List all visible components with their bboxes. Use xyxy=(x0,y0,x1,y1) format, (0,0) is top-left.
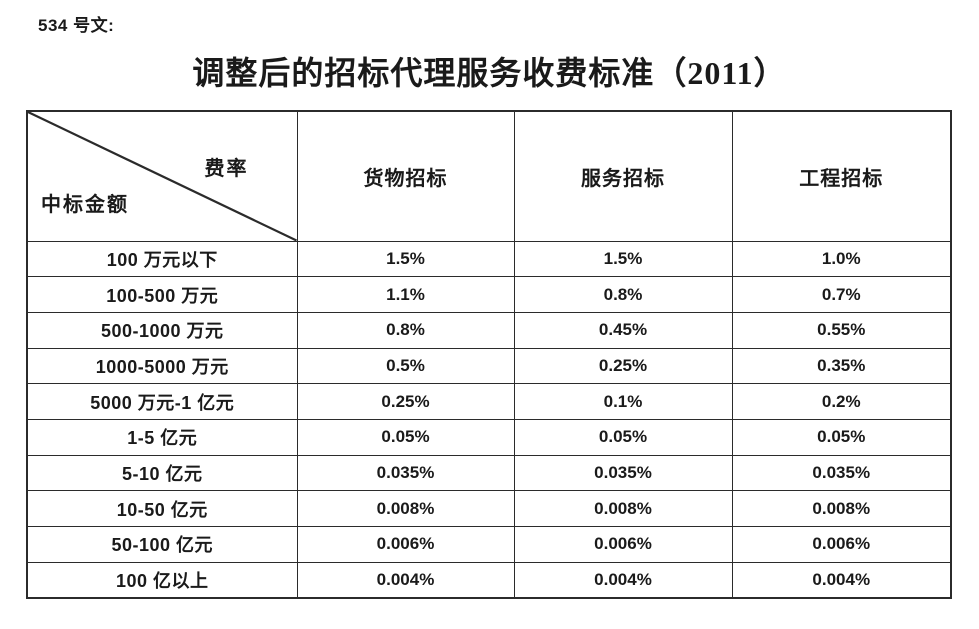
fee-cell: 0.35% xyxy=(731,347,952,385)
fee-cell: 0.05% xyxy=(731,418,952,456)
table-row: 5000 万元-1 亿元 0.25% 0.1% 0.2% xyxy=(26,383,952,420)
table-row: 50-100 亿元 0.006% 0.006% 0.006% xyxy=(26,526,952,563)
fee-cell: 0.008% xyxy=(296,490,515,527)
table-row: 5-10 亿元 0.035% 0.035% 0.035% xyxy=(26,454,952,492)
diagonal-divider-line xyxy=(28,112,296,240)
table-row: 500-1000 万元 0.8% 0.45% 0.55% xyxy=(26,311,952,349)
fee-cell: 0.05% xyxy=(296,418,515,456)
fee-table: 费率 中标金额 货物招标 服务招标 工程招标 100 万元以下 1.5% 1.5… xyxy=(26,110,952,599)
fee-table-body: 100 万元以下 1.5% 1.5% 1.0% 100-500 万元 1.1% … xyxy=(26,240,952,599)
fee-cell: 0.035% xyxy=(513,454,733,492)
fee-cell: 1.0% xyxy=(731,240,952,278)
table-row: 100 亿以上 0.004% 0.004% 0.004% xyxy=(26,561,952,599)
fee-cell: 0.035% xyxy=(296,454,515,492)
fee-cell: 0.008% xyxy=(731,490,952,527)
fee-cell: 0.05% xyxy=(513,418,733,456)
fee-cell: 0.006% xyxy=(296,526,515,563)
fee-cell: 0.7% xyxy=(731,276,952,313)
header-row: 费率 中标金额 货物招标 服务招标 工程招标 xyxy=(26,110,952,242)
column-header-services: 服务招标 xyxy=(513,110,733,242)
fee-cell: 0.5% xyxy=(296,347,515,385)
corner-header-cell: 费率 中标金额 xyxy=(26,110,298,242)
row-label: 50-100 亿元 xyxy=(26,526,298,563)
page-title: 调整后的招标代理服务收费标准（2011） xyxy=(192,55,787,91)
fee-cell: 0.004% xyxy=(731,561,952,599)
fee-cell: 0.25% xyxy=(296,383,515,420)
fee-cell: 0.8% xyxy=(513,276,733,313)
table-row: 100-500 万元 1.1% 0.8% 0.7% xyxy=(26,276,952,313)
fee-cell: 0.8% xyxy=(296,311,515,349)
table-row: 1000-5000 万元 0.5% 0.25% 0.35% xyxy=(26,347,952,385)
fee-table-header: 费率 中标金额 货物招标 服务招标 工程招标 xyxy=(26,110,952,242)
corner-label-amount: 中标金额 xyxy=(41,194,129,216)
table-row: 10-50 亿元 0.008% 0.008% 0.008% xyxy=(26,490,952,527)
row-label: 10-50 亿元 xyxy=(26,490,298,527)
corner-label-rate: 费率 xyxy=(204,158,249,180)
fee-cell: 0.004% xyxy=(513,561,733,599)
fee-cell: 0.25% xyxy=(513,347,733,385)
fee-cell: 0.2% xyxy=(731,383,952,420)
fee-cell: 0.006% xyxy=(513,526,733,563)
row-label: 1-5 亿元 xyxy=(26,418,298,456)
fee-cell: 0.035% xyxy=(731,454,952,492)
fee-cell: 1.1% xyxy=(296,276,515,313)
fee-cell: 0.004% xyxy=(296,561,515,599)
fee-cell: 0.45% xyxy=(513,311,733,349)
table-row: 1-5 亿元 0.05% 0.05% 0.05% xyxy=(26,418,952,456)
fee-cell: 0.006% xyxy=(731,526,952,563)
fee-cell: 0.008% xyxy=(513,490,733,527)
row-label: 100 亿以上 xyxy=(26,561,298,599)
fee-cell: 1.5% xyxy=(296,240,515,278)
row-label: 5000 万元-1 亿元 xyxy=(26,383,298,420)
column-header-goods: 货物招标 xyxy=(296,110,515,242)
fee-cell: 0.1% xyxy=(513,383,733,420)
fee-cell: 0.55% xyxy=(731,311,952,349)
table-row: 100 万元以下 1.5% 1.5% 1.0% xyxy=(26,240,952,278)
row-label: 500-1000 万元 xyxy=(26,311,298,349)
document-ref-number: 534 号文: xyxy=(38,16,115,35)
row-label: 100 万元以下 xyxy=(26,240,298,278)
row-label: 5-10 亿元 xyxy=(26,454,298,492)
row-label: 100-500 万元 xyxy=(26,276,298,313)
row-label: 1000-5000 万元 xyxy=(26,347,298,385)
column-header-engineering: 工程招标 xyxy=(731,110,952,242)
fee-cell: 1.5% xyxy=(513,240,733,278)
